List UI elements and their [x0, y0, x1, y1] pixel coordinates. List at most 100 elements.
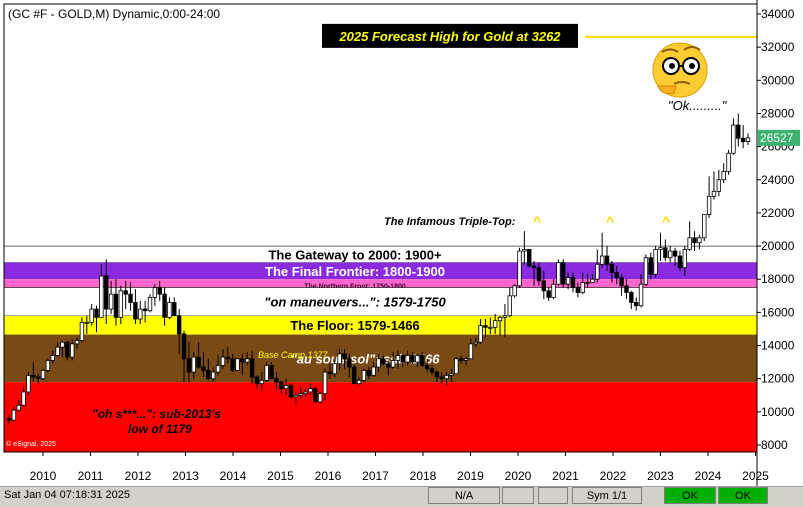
- band-final-frontier: [4, 262, 757, 280]
- candle-body: [172, 302, 177, 317]
- candle-body: [405, 355, 410, 363]
- candle-body: [740, 137, 746, 143]
- candle-body: [439, 376, 444, 380]
- candle-body: [327, 371, 333, 375]
- candle-body: [497, 316, 503, 322]
- candle-body: [381, 358, 386, 365]
- x-tick-label: 2010: [30, 469, 57, 483]
- candle-body: [400, 355, 406, 363]
- x-tick-label: 2024: [695, 469, 722, 483]
- candle-body: [449, 373, 454, 376]
- candle-body: [108, 293, 114, 310]
- candle-body: [702, 214, 707, 239]
- candle-body: [45, 360, 51, 371]
- candle-body: [157, 287, 162, 295]
- candle-body: [468, 343, 474, 360]
- candle-body: [269, 365, 274, 380]
- candle-body: [99, 275, 104, 318]
- candle-body: [420, 355, 425, 366]
- candle-body: [590, 278, 595, 283]
- candle-body: [123, 290, 128, 295]
- candle-body: [663, 247, 668, 259]
- candle-body: [454, 358, 459, 375]
- candle-body: [390, 360, 396, 368]
- candle-body: [138, 308, 143, 320]
- x-tick-label: 2015: [267, 469, 294, 483]
- candle-body: [536, 267, 542, 282]
- candle-body: [643, 257, 649, 285]
- candle-body: [415, 355, 420, 363]
- candle-body: [254, 376, 260, 385]
- candle-body: [94, 308, 99, 318]
- ok-indicator-2[interactable]: OK: [718, 487, 768, 504]
- x-tick-label: 2018: [410, 469, 437, 483]
- candle-body: [731, 124, 736, 154]
- x-tick-label: 2022: [600, 469, 627, 483]
- candle-body: [614, 272, 619, 278]
- candle-body: [463, 358, 469, 361]
- label-layer: (GC #F - GOLD,M) Dynamic,0:00-24:00 The …: [6, 7, 728, 448]
- candle-body: [313, 388, 318, 403]
- candle-body: [240, 358, 245, 363]
- candle-body: [70, 343, 75, 358]
- candle-body: [303, 391, 308, 395]
- candle-body: [206, 370, 211, 380]
- candle-body: [371, 366, 376, 376]
- candle-body: [215, 365, 221, 373]
- candle-body: [332, 363, 337, 375]
- na-indicator[interactable]: N/A: [428, 487, 500, 504]
- y-tick-label: 28000: [761, 106, 795, 120]
- candle-body: [570, 277, 576, 288]
- forecast-layer: 2025 Forecast High for Gold at 3262: [322, 23, 757, 48]
- status-cell-blank-1[interactable]: [502, 487, 534, 504]
- candle-body: [711, 190, 717, 197]
- band-label-final-frontier: The Final Frontier: 1800-1900: [265, 264, 445, 279]
- candle-body: [298, 393, 303, 396]
- last-price-label: 26527: [760, 131, 794, 145]
- y-tick-label: 18000: [761, 272, 795, 286]
- candle-body: [35, 376, 41, 380]
- candle-body: [118, 290, 124, 318]
- x-tick-label: 2012: [125, 469, 152, 483]
- candle-layer: [6, 113, 751, 424]
- candle-body: [726, 152, 731, 172]
- candle-body: [84, 321, 89, 324]
- last-price-box: [758, 129, 800, 146]
- price-chart[interactable]: The Gateway to 2000: 1900+ The Final Fron…: [0, 0, 803, 486]
- candle-body: [21, 391, 26, 406]
- candle-body: [186, 358, 192, 373]
- candle-body: [444, 374, 449, 380]
- status-cell-blank-2[interactable]: [538, 487, 568, 504]
- candle-body: [565, 277, 571, 285]
- candle-body: [264, 365, 269, 381]
- candle-body: [706, 195, 712, 215]
- band-label-northern-front: The Northern Front: 1750-1800: [304, 283, 406, 290]
- candle-body: [113, 293, 119, 318]
- candle-body: [483, 325, 488, 328]
- candle-body: [6, 418, 12, 421]
- candle-body: [142, 308, 148, 312]
- x-tick-label: 2025: [742, 469, 769, 483]
- candle-body: [162, 293, 167, 318]
- status-datetime: Sat Jan 04 07:18:31 2025: [4, 489, 130, 501]
- candle-body: [245, 358, 250, 363]
- symbol-counter[interactable]: Sym 1/1: [572, 487, 642, 504]
- candle-body: [230, 358, 235, 371]
- y-tick-label: 34000: [761, 7, 795, 21]
- x-tick-label: 2017: [362, 469, 389, 483]
- candle-body: [609, 263, 615, 273]
- ok-indicator-1[interactable]: OK: [664, 487, 716, 504]
- candle-body: [60, 341, 65, 348]
- candle-body: [259, 379, 265, 385]
- triple-top-caret-2: ^: [606, 213, 614, 229]
- band-northern-front: [4, 279, 757, 288]
- base-camp-label: Base Camp 1377: [258, 350, 329, 360]
- candle-body: [410, 355, 415, 363]
- y-tick-label: 8000: [761, 438, 788, 452]
- candle-body: [55, 346, 60, 356]
- candle-body: [458, 358, 464, 361]
- candle-body: [658, 247, 663, 250]
- candle-body: [745, 137, 751, 143]
- candle-body: [128, 293, 133, 303]
